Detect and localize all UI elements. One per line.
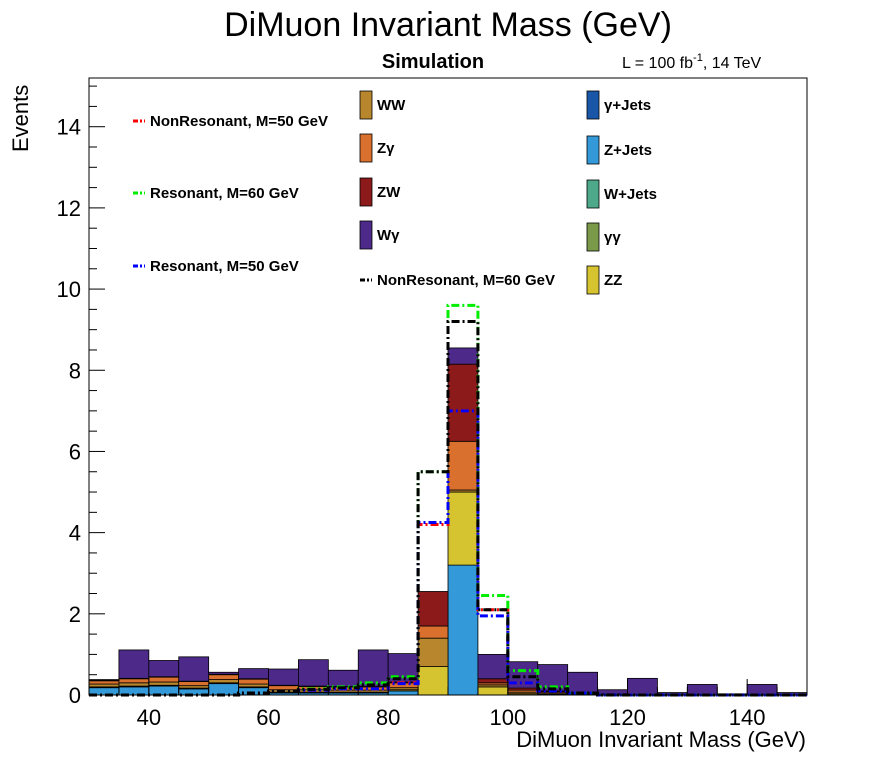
legend-label-zgamma: Zγ bbox=[377, 140, 395, 157]
legend-swatch-zw bbox=[359, 177, 373, 207]
bar-zgamma-5 bbox=[238, 678, 269, 685]
bar-zgamma-3 bbox=[178, 681, 210, 687]
legend-label-nonresonant-m-60-gev: NonResonant, M=60 GeV bbox=[377, 272, 555, 289]
x-tick-label: 40 bbox=[137, 705, 161, 730]
bar-zw-12 bbox=[447, 363, 479, 442]
luminosity-label: L = 100 fb-1, 14 TeV bbox=[622, 52, 762, 72]
luminosity-suffix: , 14 TeV bbox=[703, 55, 762, 72]
legend-label-resonant-m-50-gev: Resonant, M=50 GeV bbox=[150, 258, 299, 275]
legend-swatch-gamma-jets bbox=[586, 90, 600, 120]
legend-label-wgamma: Wγ bbox=[377, 227, 400, 244]
legend-label-zz: ZZ bbox=[604, 272, 622, 289]
bar-wgamma-16 bbox=[567, 671, 598, 693]
legend-swatch-wgamma bbox=[359, 220, 373, 250]
bar-ww-5 bbox=[238, 683, 269, 688]
luminosity-exponent: -1 bbox=[693, 52, 703, 64]
x-tick-label: 140 bbox=[729, 705, 766, 730]
bar-z-jets-4 bbox=[208, 683, 239, 696]
bar-zgamma-4 bbox=[208, 674, 239, 680]
bar-wgamma-0 bbox=[88, 679, 120, 681]
legend-swatch-gammagamma bbox=[586, 222, 600, 252]
simulation-label: Simulation bbox=[382, 51, 484, 73]
legend-label-zw: ZW bbox=[377, 184, 401, 201]
legend-label-nonresonant-m-50-gev: NonResonant, M=50 GeV bbox=[150, 113, 328, 130]
x-tick-label: 120 bbox=[609, 705, 646, 730]
bar-zw-13 bbox=[477, 678, 509, 684]
y-tick-label: 4 bbox=[69, 521, 81, 546]
y-tick-label: 14 bbox=[57, 115, 81, 140]
bar-wgamma-7 bbox=[298, 659, 329, 687]
y-tick-label: 10 bbox=[57, 277, 81, 302]
bar-wgamma-9 bbox=[357, 649, 389, 687]
legend-label-ww: WW bbox=[377, 97, 406, 114]
bar-wgamma-6 bbox=[268, 668, 299, 686]
legend-swatch-zgamma bbox=[359, 133, 373, 163]
x-tick-label: 60 bbox=[256, 705, 280, 730]
legend-label-z-jets: Z+Jets bbox=[604, 142, 652, 159]
y-tick-label: 8 bbox=[69, 358, 81, 383]
y-tick-label: 6 bbox=[69, 439, 81, 464]
bar-zgamma-12 bbox=[447, 440, 479, 491]
bar-ww-4 bbox=[208, 679, 239, 684]
legend-swatch-zz bbox=[586, 265, 600, 295]
x-tick-label: 100 bbox=[489, 705, 526, 730]
bar-zz-12 bbox=[447, 491, 479, 566]
bar-wgamma-1 bbox=[118, 649, 150, 679]
bar-ww-2 bbox=[148, 681, 180, 686]
bar-wgamma-5 bbox=[238, 668, 269, 680]
bar-wgamma-13 bbox=[477, 654, 509, 680]
bar-wgamma-8 bbox=[327, 669, 359, 687]
legend-label-resonant-m-60-gev: Resonant, M=60 GeV bbox=[150, 185, 299, 202]
chart-title: DiMuon Invariant Mass (GeV) bbox=[224, 6, 672, 44]
bar-wgamma-12 bbox=[447, 347, 479, 365]
bar-zgamma-1 bbox=[118, 678, 150, 684]
bar-wgamma-17 bbox=[597, 689, 628, 695]
bar-z-jets-10 bbox=[387, 690, 419, 696]
legend-label-gammagamma: γγ bbox=[604, 229, 621, 246]
y-axis-label: Events bbox=[8, 85, 33, 152]
bar-wgamma-4 bbox=[208, 671, 239, 675]
legend-swatch-w-jets bbox=[586, 179, 600, 209]
legend-label-w-jets: W+Jets bbox=[604, 186, 657, 203]
bar-ww-0 bbox=[88, 683, 120, 688]
legend-swatch-ww bbox=[359, 90, 373, 120]
x-axis-label: DiMuon Invariant Mass (GeV) bbox=[516, 727, 806, 752]
legend-swatch-z-jets bbox=[586, 135, 600, 165]
bar-zz-11 bbox=[417, 666, 449, 696]
bar-wgamma-18 bbox=[627, 677, 658, 695]
bar-z-jets-12 bbox=[447, 564, 479, 696]
bar-wgamma-3 bbox=[178, 656, 210, 682]
legend: NonResonant, M=50 GeV Resonant, M=60 GeV R… bbox=[133, 90, 657, 295]
y-tick-label: 2 bbox=[69, 602, 81, 627]
bar-ww-11 bbox=[417, 637, 449, 667]
luminosity-prefix: L = 100 fb bbox=[622, 55, 693, 72]
bar-ww-1 bbox=[118, 682, 150, 687]
y-tick-label: 12 bbox=[57, 196, 81, 221]
bar-zgamma-2 bbox=[148, 676, 180, 683]
bar-zgamma-11 bbox=[417, 625, 449, 639]
bar-zw-11 bbox=[417, 591, 449, 627]
bar-zz-13 bbox=[477, 686, 509, 696]
y-tick-label: 0 bbox=[69, 683, 81, 708]
axes: 40 60 80 100 120 140 0 2 4 6 8 10 12 14 bbox=[57, 77, 808, 730]
bar-zgamma-6 bbox=[268, 685, 299, 691]
bar-wgamma-22 bbox=[746, 684, 778, 695]
stacked-histogram bbox=[88, 347, 808, 696]
bar-zgamma-0 bbox=[88, 680, 120, 685]
x-tick-label: 80 bbox=[376, 705, 400, 730]
legend-label-gamma-jets: γ+Jets bbox=[604, 97, 651, 114]
bar-wgamma-20 bbox=[686, 684, 718, 695]
bar-wgamma-2 bbox=[148, 660, 180, 678]
